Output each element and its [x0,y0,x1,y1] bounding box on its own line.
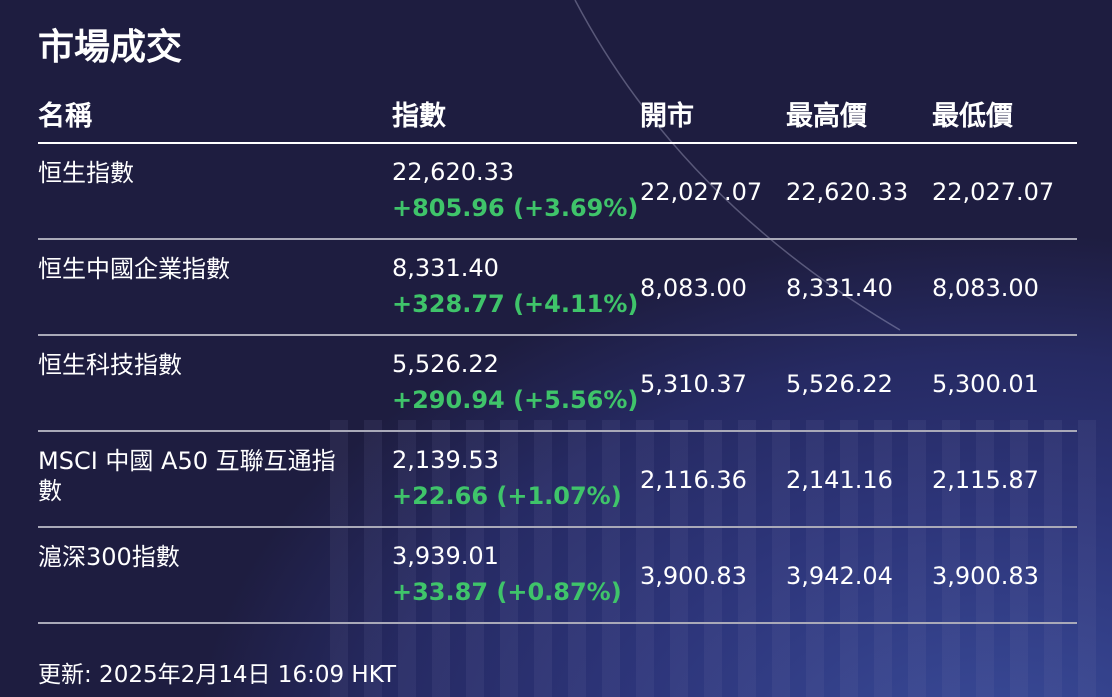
index-name: 恒生中國企業指數 [38,255,230,283]
open-value: 22,027.07 [640,178,763,206]
high-value: 8,331.40 [786,274,893,302]
low-value: 3,900.83 [932,562,1039,590]
index-value: 8,331.40 [392,254,499,282]
index-name: 恒生指數 [38,159,134,187]
table-body: 恒生指數 22,620.33 +805.96 (+3.69%) 22,027.0… [38,144,1077,624]
header-name: 名稱 [38,101,92,132]
index-value: 3,939.01 [392,542,499,570]
index-name: MSCI 中國 A50 互聯互通指數 [38,447,336,505]
high-value: 22,620.33 [786,178,909,206]
index-name: 恒生科技指數 [38,351,182,379]
update-time: 更新: 2025年2月14日 16:09 HKT [38,662,397,688]
high-value: 2,141.16 [786,466,893,494]
open-value: 8,083.00 [640,274,747,302]
market-table: 名稱 指數 開市 最高價 最低價 恒生指數 22,620.33 +805.96 … [38,90,1077,624]
header-high: 最高價 [786,101,867,132]
table-row: MSCI 中國 A50 互聯互通指數 2,139.53 +22.66 (+1.0… [38,432,1077,528]
index-change: +290.94 (+5.56%) [392,386,639,414]
low-value: 2,115.87 [932,466,1039,494]
table-row: 滬深300指數 3,939.01 +33.87 (+0.87%) 3,900.8… [38,528,1077,624]
index-name: 滬深300指數 [38,543,180,571]
open-value: 5,310.37 [640,370,747,398]
high-value: 3,942.04 [786,562,893,590]
index-value: 5,526.22 [392,350,499,378]
low-value: 22,027.07 [932,178,1055,206]
open-value: 2,116.36 [640,466,747,494]
table-header: 名稱 指數 開市 最高價 最低價 [38,90,1077,144]
city-skyline [330,420,1112,697]
high-value: 5,526.22 [786,370,893,398]
index-change: +33.87 (+0.87%) [392,578,622,606]
index-value: 22,620.33 [392,158,515,186]
index-change: +22.66 (+1.07%) [392,482,622,510]
header-low: 最低價 [932,101,1013,132]
header-index: 指數 [392,101,446,132]
table-row: 恒生指數 22,620.33 +805.96 (+3.69%) 22,027.0… [38,144,1077,240]
header-open: 開市 [640,101,694,132]
index-change: +328.77 (+4.11%) [392,290,639,318]
table-row: 恒生中國企業指數 8,331.40 +328.77 (+4.11%) 8,083… [38,240,1077,336]
low-value: 8,083.00 [932,274,1039,302]
table-row: 恒生科技指數 5,526.22 +290.94 (+5.56%) 5,310.3… [38,336,1077,432]
open-value: 3,900.83 [640,562,747,590]
low-value: 5,300.01 [932,370,1039,398]
index-value: 2,139.53 [392,446,499,474]
index-change: +805.96 (+3.69%) [392,194,639,222]
page-title: 市場成交 [38,27,183,68]
